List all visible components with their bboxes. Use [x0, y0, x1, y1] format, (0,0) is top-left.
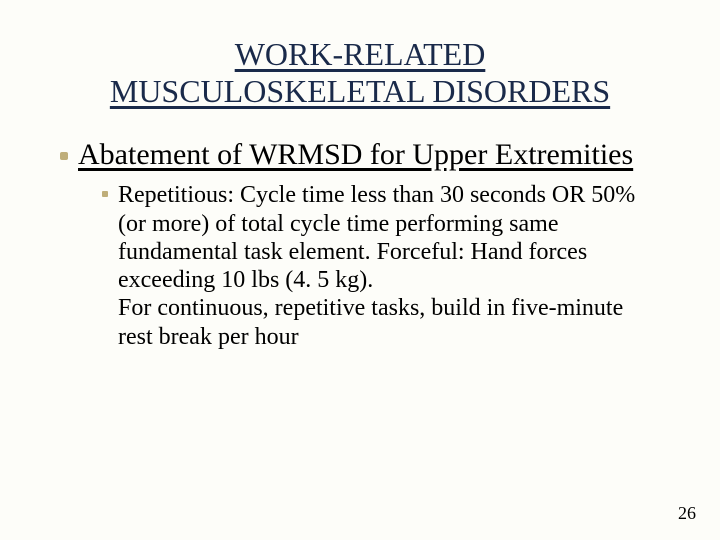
bullet-icon [60, 152, 68, 160]
subtitle-block: Abatement of WRMSD for Upper Extremities [78, 138, 660, 172]
subtitle-text: Abatement of WRMSD for Upper Extremities [78, 138, 660, 172]
title-line-1: WORK-RELATED [235, 36, 486, 72]
body-block: Repetitious: Cycle time less than 30 sec… [118, 181, 650, 351]
page-number: 26 [678, 503, 696, 524]
slide: WORK-RELATED MUSCULOSKELETAL DISORDERS A… [0, 0, 720, 540]
title-line-2: MUSCULOSKELETAL DISORDERS [110, 73, 610, 109]
bullet-icon [102, 191, 108, 197]
slide-title: WORK-RELATED MUSCULOSKELETAL DISORDERS [0, 0, 720, 110]
body-text: Repetitious: Cycle time less than 30 sec… [118, 181, 650, 351]
